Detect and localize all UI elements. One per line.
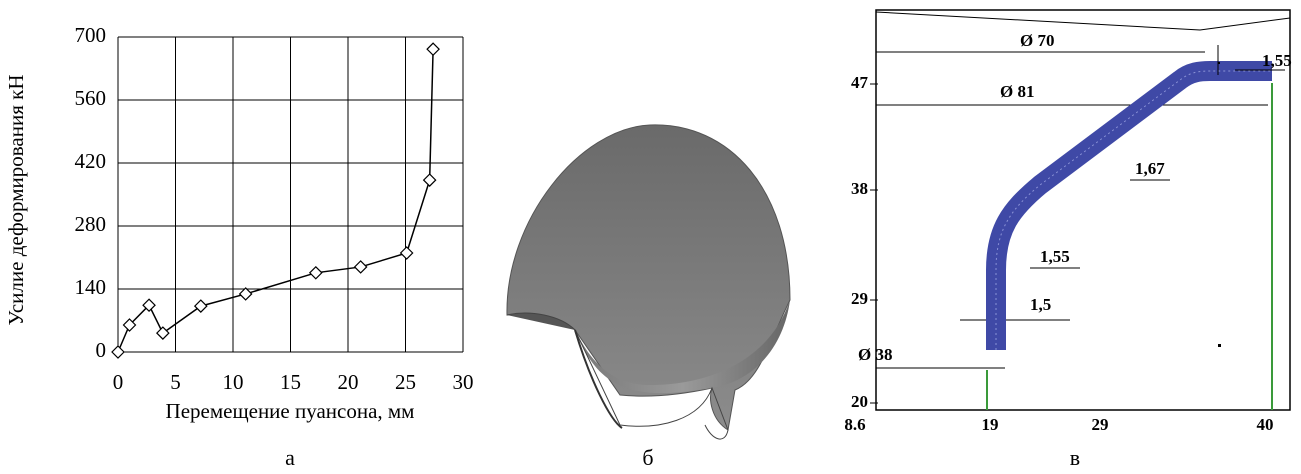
marker [427,43,439,55]
panel-a: Перемещение пуансона, мм Усилие деформир… [4,23,474,423]
dimension-label: Ø 70 [1020,31,1054,50]
y-tick-label: 29 [851,289,868,308]
y-tick-label: 140 [75,275,107,299]
panel-b-image [507,125,790,439]
panel-caption: а [285,445,295,470]
dimension-label: 1,67 [1135,159,1165,178]
y-tick-label: 280 [75,212,107,236]
x-tick-label: 0 [113,370,124,394]
marker [401,247,413,259]
marker [157,327,169,339]
x-tick-label: 5 [170,370,181,394]
dimension-label: 1,5 [1030,295,1051,314]
panel-c: 47 38 29 20 8.6 19 29 40 Ø 70 1,55 Ø 81 1,67 1,55 1,5… [844,10,1291,434]
y-tick-label: 420 [75,149,107,173]
y-tick-label: 47 [851,73,869,92]
x-tick-label: 29 [1092,415,1109,434]
y-axis-label: Усилие деформирования кН [4,75,28,326]
x-tick-label: 10 [223,370,244,394]
x-tick-label: 20 [338,370,359,394]
dot [1218,62,1220,64]
x-tick-label: 40 [1257,415,1274,434]
marker [195,300,207,312]
marker [240,288,252,300]
marker [424,174,436,186]
x-tick-label: 30 [453,370,474,394]
marker [355,261,367,273]
figure: Перемещение пуансона, мм Усилие деформир… [0,0,1301,474]
y-tick-label: 560 [75,86,107,110]
dimension-label: Ø 38 [858,345,892,364]
y-tick-label: 700 [75,23,107,47]
dimension-label: 1,55 [1262,51,1292,70]
dimension-label: 1,55 [1040,247,1070,266]
x-tick-label: 8.6 [844,415,865,434]
outline [876,12,1290,30]
dimension-label: Ø 81 [1000,82,1034,101]
data-line [118,49,433,352]
marker [310,267,322,279]
x-tick-label: 19 [982,415,999,434]
y-tick-label: 20 [851,392,868,411]
x-tick-label: 25 [395,370,416,394]
tool-contour [987,83,1272,410]
panel-caption: в [1070,445,1080,470]
panel-caption: б [642,445,653,470]
x-axis-label: Перемещение пуансона, мм [166,399,415,423]
marker [112,346,124,358]
y-tick-label: 38 [851,179,868,198]
x-tick-label: 15 [280,370,301,394]
dot [1218,344,1221,347]
y-tick-label: 0 [96,338,107,362]
